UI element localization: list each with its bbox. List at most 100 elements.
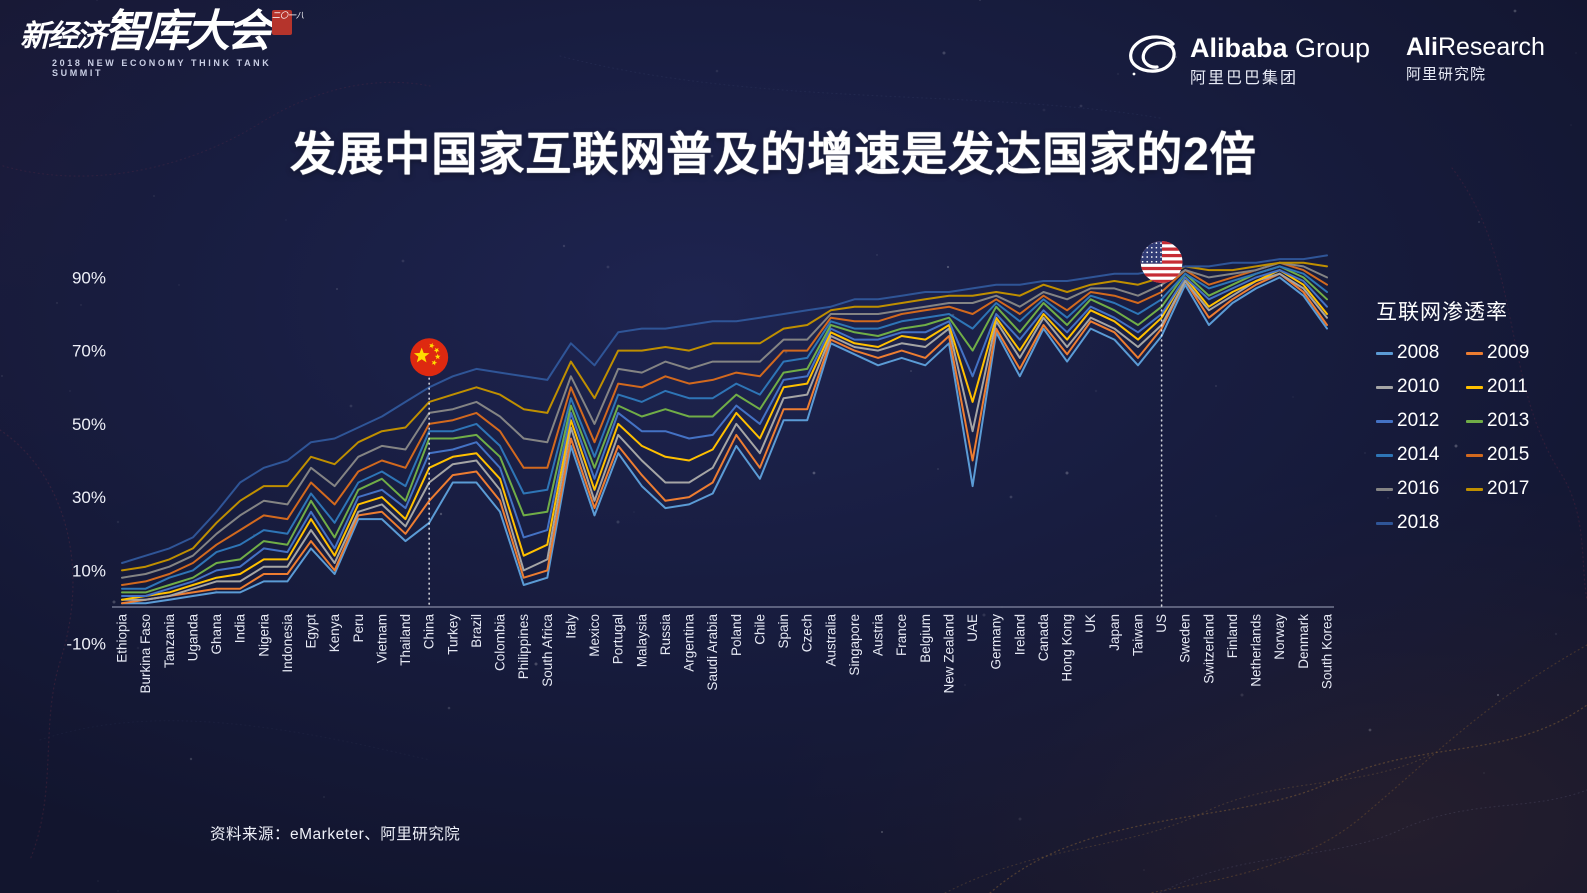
bg-star-dot: [69, 390, 71, 392]
legend-year-label: 2011: [1487, 376, 1528, 397]
legend-swatch-2017: [1466, 487, 1483, 491]
bg-star-dot: [1094, 389, 1098, 393]
bg-star-dot: [96, 0, 98, 1]
bg-star-dot: [116, 520, 120, 524]
legend-swatch-2011: [1466, 385, 1483, 389]
bg-star-dot: [1143, 869, 1145, 871]
bg-star-dot: [80, 304, 82, 306]
summit-logo-calligraphy: 新经济智库大会 二〇一八: [20, 10, 320, 54]
bg-star-dot: [136, 646, 140, 650]
legend-item-2010: 2010: [1376, 376, 1466, 398]
x-axis-country-label: Poland: [729, 614, 744, 656]
legend-year-label: 2016: [1397, 478, 1440, 499]
bg-star-dot: [117, 890, 119, 892]
summit-logo-seal: 二〇一八: [272, 10, 304, 35]
x-axis-country-label: Switzerland: [1201, 614, 1216, 684]
aliresearch-name-cn: 阿里研究院: [1406, 66, 1487, 84]
x-axis-country-label: Philippines: [516, 614, 531, 680]
x-axis-country-label: Spain: [776, 614, 791, 649]
x-axis-country-label: Brazil: [469, 614, 484, 648]
x-axis-country-label: Colombia: [493, 614, 508, 672]
bg-star-dot: [230, 22, 234, 26]
legend-year-label: 2013: [1487, 410, 1530, 431]
summit-logo-line1: 新经济: [20, 19, 106, 54]
x-axis-country-label: Nigeria: [256, 614, 271, 657]
legend-year-label: 2015: [1487, 444, 1530, 465]
bg-star-dot: [401, 259, 405, 263]
x-axis-country-label: Belgium: [918, 614, 933, 663]
bg-star-dot: [942, 51, 946, 55]
bg-star-dot: [97, 880, 99, 882]
x-axis-country-label: South Korea: [1320, 614, 1335, 690]
x-axis-country-label: UK: [1083, 614, 1098, 633]
bg-star-dot: [1387, 497, 1389, 499]
x-axis-country-label: Burkina Faso: [138, 614, 153, 694]
bg-star-dot: [439, 512, 443, 516]
y-axis-tick-label: 30%: [72, 488, 106, 507]
summit-logo-subtitle: 2018 NEW ECONOMY THINK TANK SUMMIT: [52, 58, 272, 78]
legend-year-label: 2009: [1487, 342, 1530, 363]
legend-swatch-2008: [1376, 351, 1393, 355]
bg-star-dot: [285, 219, 287, 221]
bg-star-dot: [1364, 452, 1366, 454]
legend-swatch-2018: [1376, 521, 1393, 525]
x-axis-country-label: Saudi Arabia: [705, 614, 720, 691]
chart-legend: 互联网渗透率 2008 2009 2010 2011 2012 2013 2014 2015 2…: [1376, 296, 1556, 534]
bg-star-dot: [323, 796, 325, 798]
legend-item-2011: 2011: [1466, 376, 1556, 398]
bg-star-dot: [1482, 771, 1486, 775]
bg-star-dot: [715, 69, 719, 73]
bg-star-dot: [1018, 817, 1022, 821]
bg-star-dot: [1240, 693, 1244, 697]
source-note: 资料来源：eMarketer、阿里研究院: [210, 826, 461, 843]
x-axis-country-label: Austria: [871, 614, 886, 657]
x-axis-country-label: Taiwan: [1131, 614, 1146, 656]
legend-item-2014: 2014: [1376, 444, 1466, 466]
legend-title: 互联网渗透率: [1376, 301, 1508, 324]
x-axis-country-label: India: [233, 614, 248, 644]
bg-star-dot: [812, 471, 816, 475]
bg-star-dot: [963, 683, 967, 687]
usa-flag-marker: [1140, 241, 1183, 284]
x-axis-country-label: Chile: [752, 614, 767, 645]
legend-item-2015: 2015: [1466, 444, 1556, 466]
bg-star-dot: [562, 244, 566, 248]
x-axis-country-label: Egypt: [304, 614, 319, 649]
bg-star-dot: [1496, 693, 1500, 697]
aliresearch-logo: AliResearch 阿里研究院: [1398, 34, 1545, 84]
bg-star-dot: [1513, 9, 1517, 13]
legend-swatch-2015: [1466, 453, 1483, 457]
alibaba-name: Alibaba Group: [1190, 34, 1370, 62]
x-axis-country-label: Denmark: [1296, 614, 1311, 669]
bg-star-dot: [1554, 632, 1558, 636]
series-line-2016: [121, 261, 1328, 579]
series-line-2017: [121, 261, 1328, 572]
bg-star-dot: [1065, 471, 1069, 475]
bg-star-dot: [1478, 221, 1480, 223]
bg-star-dot: [349, 404, 353, 408]
bg-star-dot: [1042, 108, 1046, 112]
x-axis-country-label: Thailand: [398, 614, 413, 666]
bg-star-dot: [633, 511, 635, 513]
legend-item-2018: 2018: [1376, 512, 1466, 534]
bg-star-dot: [1575, 52, 1577, 54]
x-axis-country-label: New Zealand: [942, 614, 957, 694]
x-axis-country-label: Ireland: [1012, 614, 1027, 655]
bg-star-dot: [112, 600, 116, 604]
legend-year-label: 2018: [1397, 512, 1440, 533]
x-axis-country-label: Uganda: [185, 614, 200, 662]
x-axis-country-label: Tanzania: [162, 614, 177, 669]
bg-star-dot: [1116, 72, 1120, 76]
x-axis-country-label: Peru: [351, 614, 366, 643]
legend-swatch-2010: [1376, 385, 1393, 389]
x-axis-country-label: South Africa: [540, 614, 555, 687]
alibaba-group-logo: Alibaba Group 阿里巴巴集团: [1126, 34, 1370, 88]
bg-star-dot: [1, 375, 3, 377]
x-axis-country-label: Canada: [1036, 614, 1051, 662]
legend-year-label: 2017: [1487, 478, 1530, 499]
bg-star-dot: [494, 618, 496, 620]
bg-star-dot: [1009, 495, 1013, 499]
china-flag-marker: [410, 338, 449, 377]
x-axis-country-label: Hong Kong: [1060, 614, 1075, 682]
page-title: 发展中国家互联网普及的增速是发达国家的2倍: [290, 128, 1257, 180]
